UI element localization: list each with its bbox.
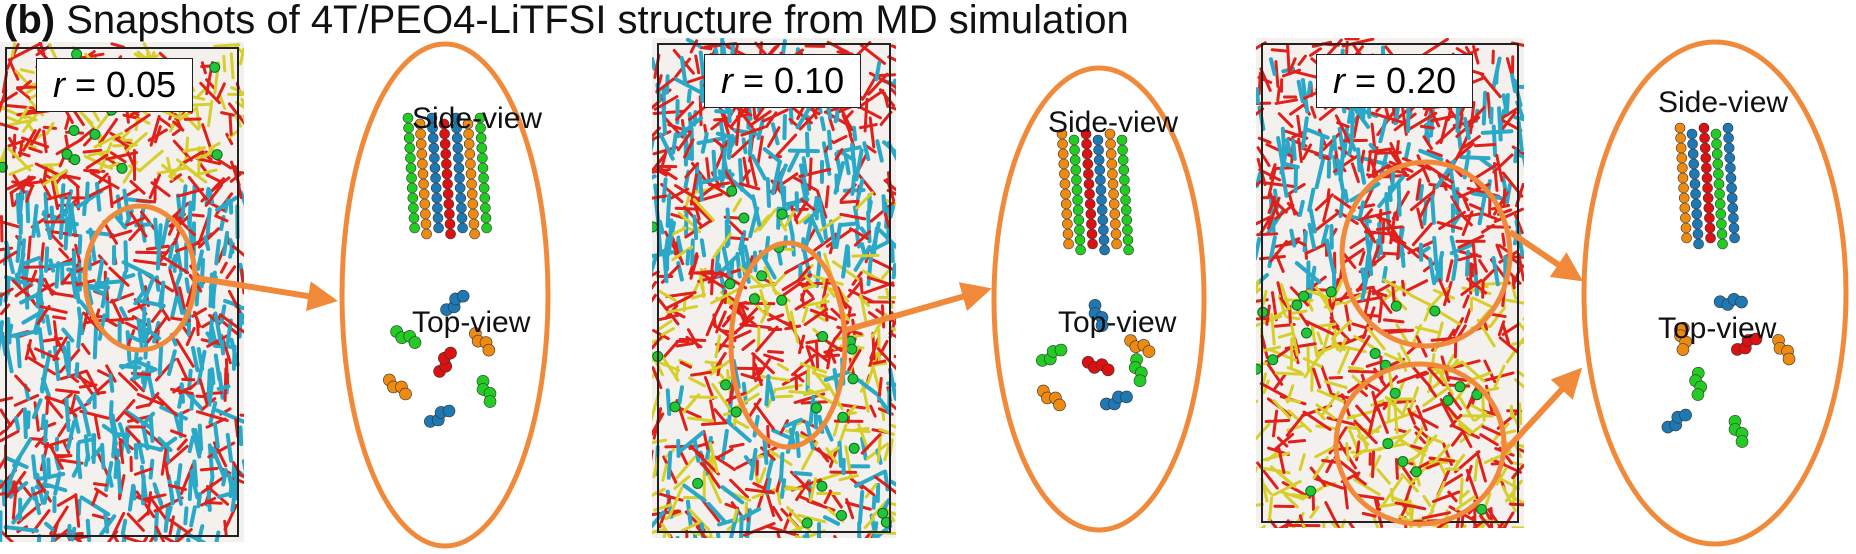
r-symbol: r bbox=[1333, 60, 1345, 101]
zoom-ellipse-r020 bbox=[1581, 39, 1849, 547]
side-view-label: Side-view bbox=[412, 102, 543, 135]
top-view-label: Top-view bbox=[412, 306, 531, 339]
r-value: = 0.05 bbox=[75, 64, 177, 105]
figure-title: (b) Snapshots of 4T/PEO4-LiTFSI structur… bbox=[4, 0, 1129, 44]
zoom-ellipse-r005 bbox=[339, 41, 551, 549]
top-view-label: Top-view bbox=[1658, 312, 1777, 345]
molecule-cluster bbox=[383, 112, 497, 428]
r-symbol: r bbox=[53, 64, 65, 105]
molecule-cluster bbox=[1661, 122, 1796, 448]
side-view-label: Side-view bbox=[1048, 106, 1179, 139]
title-text: Snapshots of 4T/PEO4-LiTFSI structure fr… bbox=[66, 0, 1129, 42]
molecule-cluster bbox=[1036, 128, 1156, 412]
zoom-ellipse-r010 bbox=[991, 65, 1207, 533]
r-value: = 0.20 bbox=[1355, 60, 1457, 101]
r-label-005: r = 0.05 bbox=[36, 58, 194, 112]
snapshot-r005 bbox=[0, 42, 244, 542]
r-value: = 0.10 bbox=[743, 60, 845, 101]
snapshot-r010 bbox=[652, 38, 896, 538]
panel-label: (b) bbox=[4, 0, 56, 42]
top-view-label: Top-view bbox=[1058, 306, 1177, 339]
snapshot-r020 bbox=[1256, 38, 1524, 528]
r-label-020: r = 0.20 bbox=[1316, 54, 1474, 108]
side-view-label: Side-view bbox=[1658, 86, 1789, 119]
r-label-010: r = 0.10 bbox=[704, 54, 862, 108]
r-symbol: r bbox=[721, 60, 733, 101]
